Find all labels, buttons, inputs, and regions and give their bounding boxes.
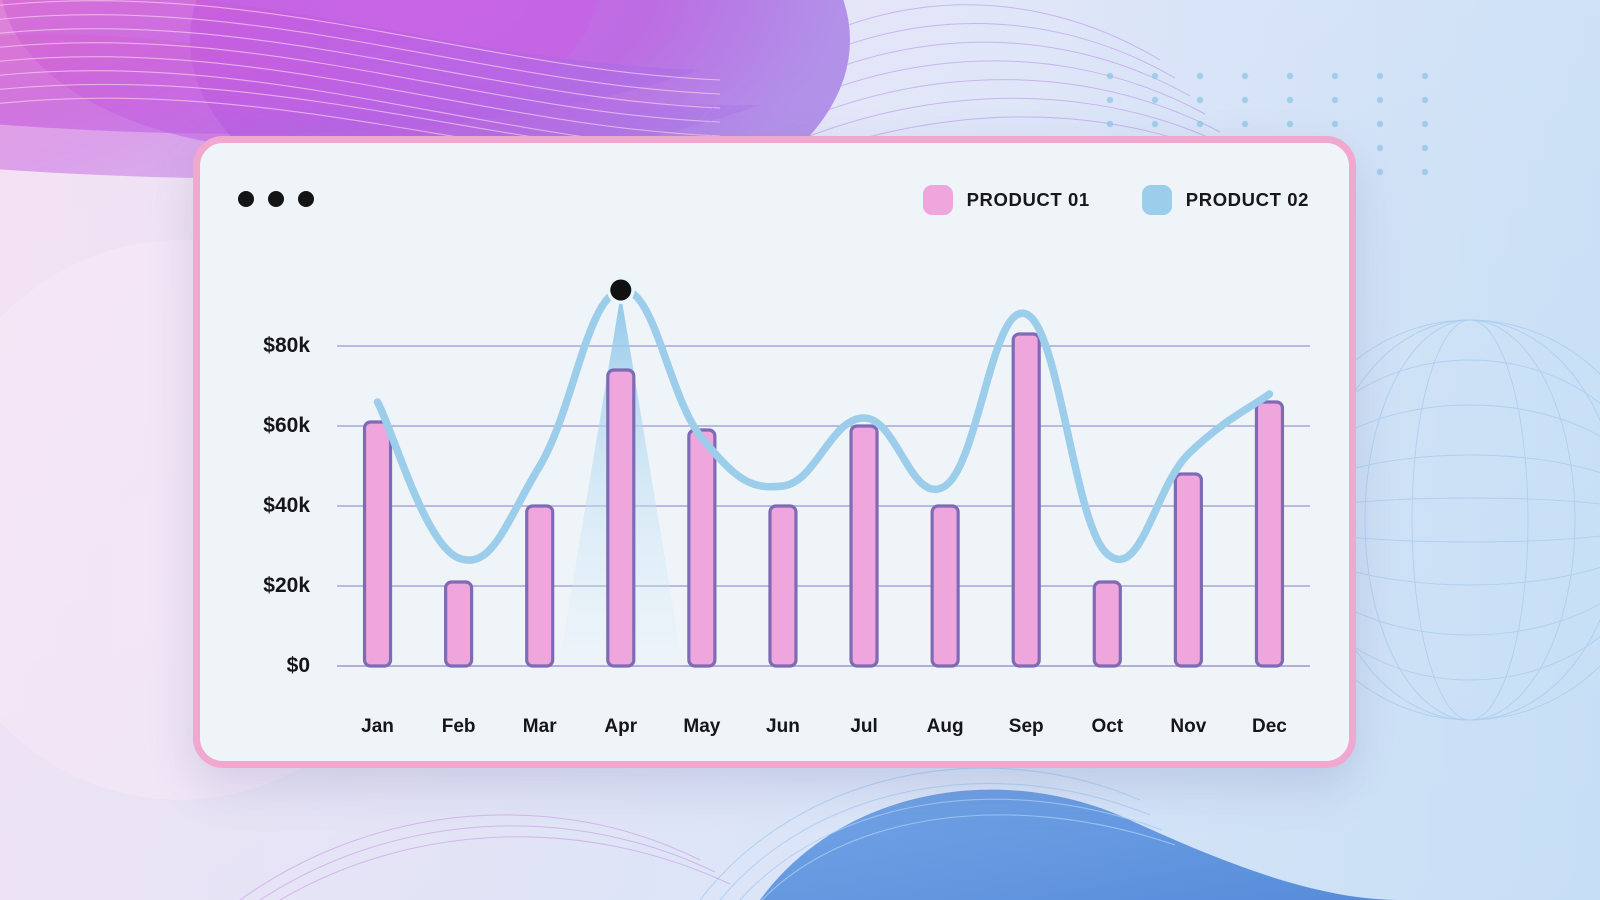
window-dot-2[interactable] <box>268 191 284 207</box>
y-axis-tick-label: $60k <box>263 414 310 437</box>
window-controls[interactable] <box>238 191 314 207</box>
x-axis-tick-label: Jun <box>766 716 800 737</box>
bar-jul[interactable] <box>849 424 879 668</box>
bar-sep[interactable] <box>1011 332 1041 668</box>
x-axis-tick-label: Jul <box>850 716 878 737</box>
legend-label-product-01: PRODUCT 01 <box>966 189 1090 210</box>
bar-jan[interactable] <box>362 420 393 668</box>
legend-item-product-02[interactable]: PRODUCT 02 <box>1141 185 1309 215</box>
combo-chart <box>337 276 1310 668</box>
x-axis-tick-label: Aug <box>926 716 964 737</box>
window-dot-1[interactable] <box>238 191 254 207</box>
legend-swatch-product-01 <box>922 185 953 215</box>
line-series-product-02 <box>373 286 1274 564</box>
x-axis-tick-label: Oct <box>1091 716 1124 737</box>
y-axis-tick-label: $80k <box>263 334 310 357</box>
legend-label-product-02: PRODUCT 02 <box>1185 189 1309 210</box>
y-axis-tick-label: $0 <box>286 654 310 677</box>
line-path-product-02[interactable] <box>373 286 1274 564</box>
x-axis-tick-label: Feb <box>441 716 476 737</box>
x-axis-tick-label: Dec <box>1252 716 1287 737</box>
chart-legend: PRODUCT 01 PRODUCT 02 <box>922 185 1309 215</box>
x-axis-tick-label: May <box>683 716 721 737</box>
y-axis-tick-label: $20k <box>263 574 310 597</box>
x-axis-tick-label: Sep <box>1008 716 1044 737</box>
x-axis-tick-label: Apr <box>604 716 638 737</box>
window-dot-3[interactable] <box>298 191 314 207</box>
bar-feb[interactable] <box>444 580 474 668</box>
x-axis-tick-label: Jan <box>361 716 394 737</box>
gridlines <box>337 345 1310 667</box>
bar-dec[interactable] <box>1254 400 1285 668</box>
bar-may[interactable] <box>687 428 717 668</box>
x-axis-tick-label: Nov <box>1170 716 1207 737</box>
bar-oct[interactable] <box>1092 580 1122 668</box>
bar-series-product-01 <box>362 332 1285 668</box>
legend-swatch-product-02 <box>1141 185 1172 215</box>
peak-marker <box>606 276 635 304</box>
bar-apr[interactable] <box>606 368 636 668</box>
y-axis-tick-label: $40k <box>263 494 310 517</box>
chart-window: PRODUCT 01 PRODUCT 02 $80k $60k $40k $20k $0… <box>193 136 1356 768</box>
peak-marker-dot[interactable] <box>610 279 632 301</box>
bar-aug[interactable] <box>930 504 960 668</box>
x-axis-tick-label: Mar <box>522 716 557 737</box>
bar-mar[interactable] <box>525 504 555 668</box>
legend-item-product-01[interactable]: PRODUCT 01 <box>922 185 1090 215</box>
bar-jun[interactable] <box>768 504 798 668</box>
bar-nov[interactable] <box>1173 472 1203 668</box>
